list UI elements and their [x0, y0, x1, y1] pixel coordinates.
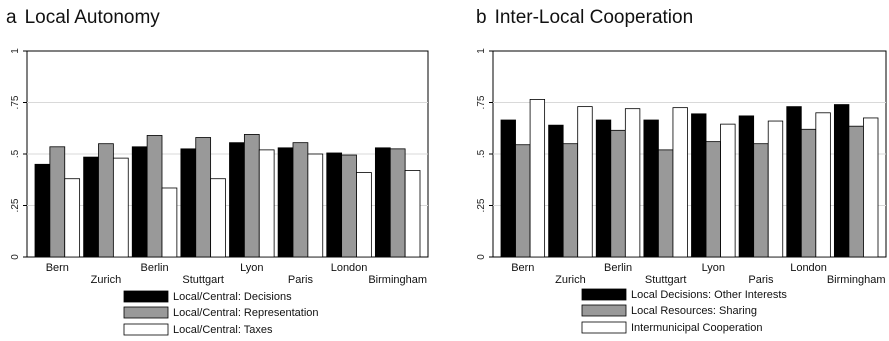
bar	[767, 120, 784, 258]
category-label: London	[331, 262, 368, 274]
y-tick-label: 0	[10, 254, 21, 260]
legend-entry: Local/Central: Taxes	[173, 324, 273, 336]
panel-inter-local-cooperation: b Inter-Local Cooperation 0 .25 .5 .75 1 Bern Zu…	[476, 7, 887, 334]
category-label: Zurich	[91, 274, 122, 286]
y-tick-label: 1	[10, 48, 21, 54]
y-tick-label: 1	[476, 48, 487, 54]
y-tick-label: .25	[476, 198, 487, 212]
bar	[562, 143, 579, 258]
bar	[705, 141, 721, 258]
panel-letter: b	[476, 7, 487, 28]
category-label: London	[790, 262, 827, 274]
bar	[577, 106, 593, 258]
category-label: Birmingham	[368, 274, 427, 286]
bar	[815, 112, 831, 258]
legend-swatch	[123, 323, 169, 336]
bar	[83, 156, 99, 258]
bar	[229, 142, 245, 258]
panel-title-text: Local Autonomy	[25, 7, 161, 28]
bar	[356, 172, 372, 258]
category-label: Berlin	[604, 262, 632, 274]
panel-local-autonomy: a Local Autonomy 0 .25 .5 .75 1 Bern Zurich Berli…	[6, 7, 429, 336]
bar	[529, 99, 546, 258]
bar	[34, 163, 51, 258]
category-label: Stuttgart	[645, 274, 687, 286]
category-label: Bern	[511, 262, 534, 274]
bar	[243, 134, 260, 258]
legend-swatch	[581, 288, 627, 301]
bar	[720, 123, 736, 258]
category-label: Lyon	[702, 262, 725, 274]
bar	[112, 157, 129, 258]
y-tick-label: .25	[10, 198, 21, 212]
category-label: Birmingham	[827, 274, 886, 286]
legend-entry: Local Decisions: Other Interests	[631, 289, 787, 301]
category-label: Paris	[748, 274, 774, 286]
legend-entry: Local/Central: Decisions	[173, 291, 292, 303]
bar	[326, 152, 343, 258]
bar	[800, 128, 817, 258]
y-tick-label: 0	[476, 254, 487, 260]
bar	[210, 178, 226, 258]
category-label: Paris	[288, 274, 314, 286]
bar	[786, 106, 802, 258]
bar	[131, 146, 148, 258]
bar	[374, 147, 391, 258]
bar	[98, 143, 114, 258]
bar	[848, 125, 864, 258]
bar	[161, 187, 178, 258]
bar	[643, 119, 659, 258]
bar	[277, 147, 294, 258]
bar	[691, 113, 707, 258]
y-tick-label: .5	[10, 149, 21, 158]
y-tick-label: .75	[476, 95, 487, 109]
bar	[672, 107, 688, 258]
bar	[180, 148, 197, 258]
bar	[515, 144, 531, 258]
bar	[341, 154, 357, 258]
y-tick-label: .75	[10, 95, 21, 109]
bar	[658, 149, 674, 258]
bar	[64, 178, 81, 258]
legend-swatch	[123, 290, 169, 303]
bar	[195, 137, 212, 258]
bar	[307, 153, 324, 258]
bar	[146, 135, 163, 258]
legend-entry: Local/Central: Representation	[173, 307, 319, 319]
category-label: Bern	[46, 262, 69, 274]
bar	[833, 104, 850, 258]
legend-swatch	[581, 321, 627, 334]
bar	[404, 170, 421, 258]
category-label: Zurich	[555, 274, 586, 286]
panel-letter: a	[6, 7, 17, 28]
bar	[292, 142, 309, 258]
legend-swatch	[123, 306, 169, 319]
category-label: Berlin	[141, 262, 169, 274]
bar	[49, 146, 66, 258]
bar	[258, 149, 275, 258]
bar	[738, 115, 755, 258]
bar	[500, 119, 516, 258]
legend-entry: Intermunicipal Cooperation	[631, 322, 762, 334]
bar	[548, 124, 564, 258]
panel-title: b Inter-Local Cooperation	[476, 7, 693, 28]
legend-swatch	[581, 304, 627, 317]
bar	[624, 108, 641, 258]
legend-entry: Local Resources: Sharing	[631, 305, 757, 317]
bar	[389, 148, 406, 258]
category-label: Stuttgart	[182, 274, 224, 286]
y-tick-label: .5	[476, 149, 487, 158]
panel-title: a Local Autonomy	[6, 7, 160, 28]
bar	[753, 143, 769, 258]
bar	[610, 129, 626, 258]
panel-title-text: Inter-Local Cooperation	[495, 7, 694, 28]
bar	[863, 117, 879, 258]
bar	[595, 119, 612, 258]
category-label: Lyon	[240, 262, 263, 274]
